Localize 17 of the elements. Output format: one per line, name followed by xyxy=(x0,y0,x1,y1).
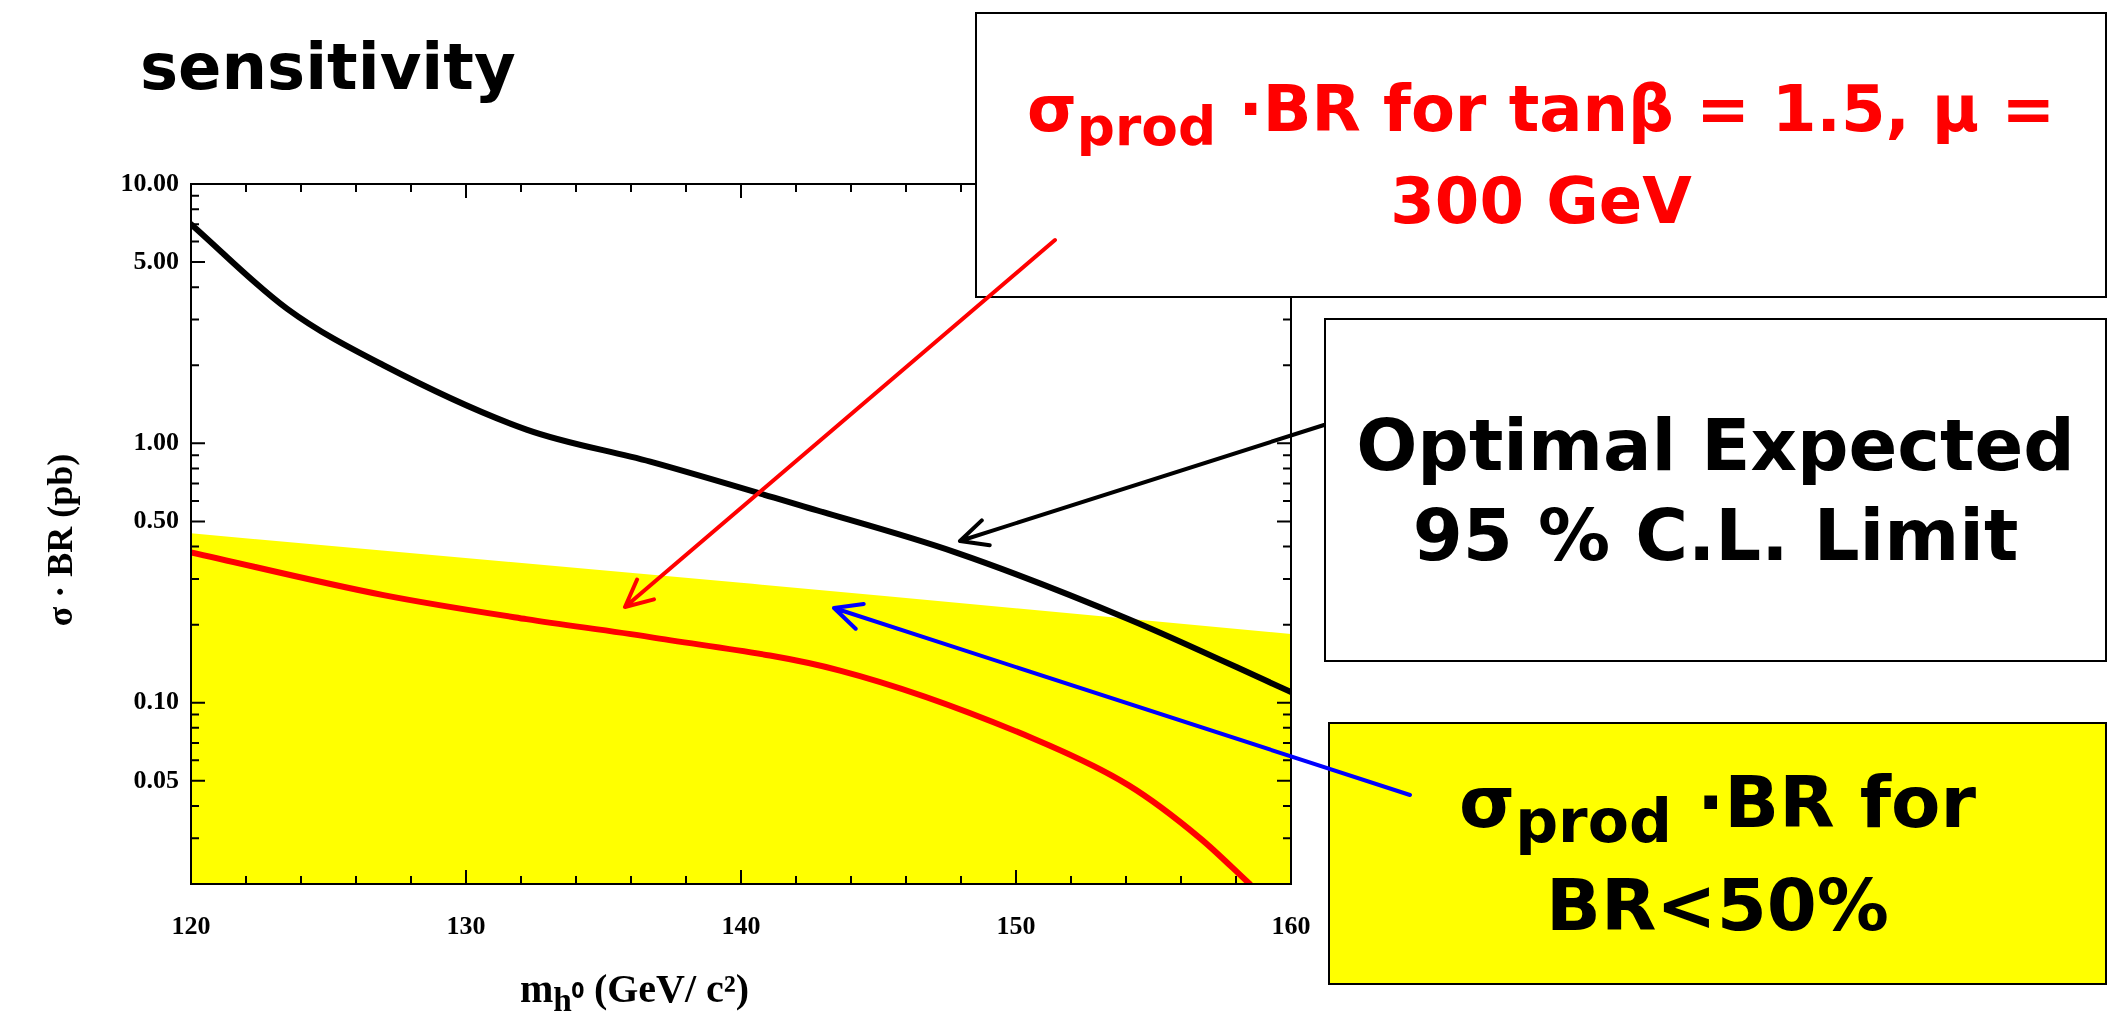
y-tick-label: 5.00 xyxy=(133,245,179,275)
x-tick-label: 130 xyxy=(446,911,486,941)
annotation: σ$_{prod}$ ·BR for tanβ = 1.5, μ = 300 GeV xyxy=(1025,71,2056,240)
x-axis-title: m$_{h⁰}$ (GeV/ c²) xyxy=(520,965,750,1020)
y-tick-label: 10.00 xyxy=(120,167,179,197)
y-tick-label: 1.00 xyxy=(133,427,179,457)
x-tick-label: 150 xyxy=(996,911,1036,941)
chart-title: sensitivity xyxy=(140,30,516,104)
y-tick-label: 0.50 xyxy=(133,505,179,535)
x-tick-label: 160 xyxy=(1271,911,1311,941)
x-tick-label: 140 xyxy=(721,911,761,941)
text: Optimal Expected 95 % C.L. Limit xyxy=(1356,402,2075,579)
y-axis-title: σ · BR (pb) xyxy=(39,453,81,627)
text: σ$_{prod}$ ·BR for BR<50% xyxy=(1458,759,1977,949)
y-tick-label: 0.05 xyxy=(133,764,179,794)
x-tick-label: 120 xyxy=(171,911,211,941)
y-tick-label: 0.10 xyxy=(133,686,179,716)
